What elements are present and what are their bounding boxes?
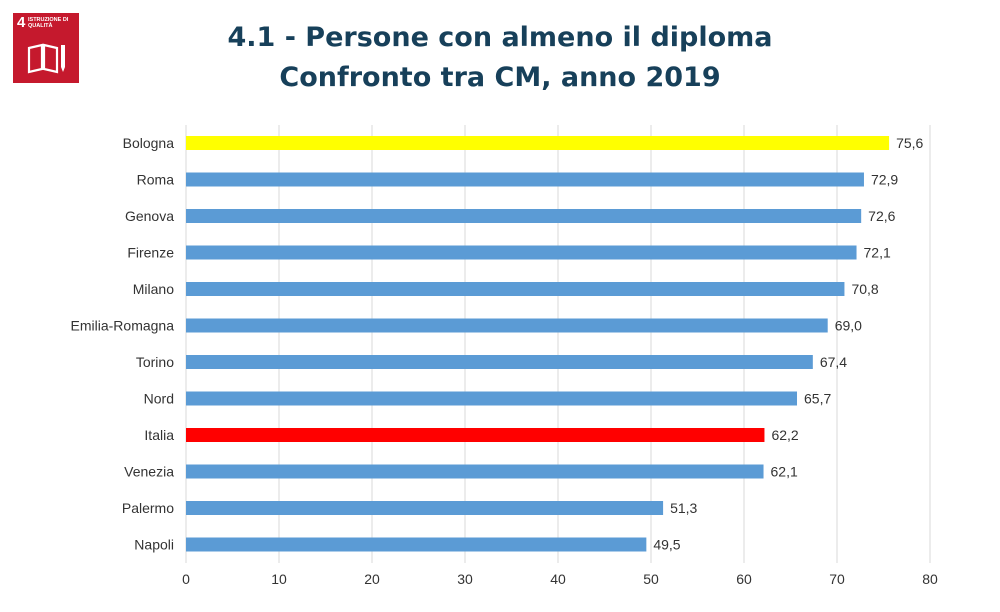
bar-emilia-romagna	[186, 318, 828, 333]
x-tick-label: 0	[182, 571, 190, 587]
value-label: 75,6	[896, 135, 923, 151]
chart-title-line-2: Confronto tra CM, anno 2019	[279, 62, 721, 93]
category-label: Palermo	[122, 500, 174, 516]
chart-title: 4.1 - Persone con almeno il diploma Conf…	[0, 18, 1000, 98]
category-label: Nord	[144, 391, 174, 407]
category-label: Venezia	[124, 464, 174, 480]
x-tick-label: 70	[829, 571, 845, 587]
category-label: Firenze	[127, 245, 174, 261]
value-label: 62,1	[771, 464, 798, 480]
gridlines	[185, 125, 931, 563]
bar-venezia	[186, 464, 764, 479]
value-label: 67,4	[820, 354, 847, 370]
value-label: 49,5	[653, 537, 680, 553]
value-label: 72,6	[868, 208, 895, 224]
category-label: Italia	[144, 427, 174, 443]
value-label: 72,1	[864, 245, 891, 261]
category-label: Emilia-Romagna	[71, 318, 175, 334]
x-tick-label: 20	[364, 571, 380, 587]
x-tick-label: 30	[457, 571, 473, 587]
category-label: Napoli	[134, 537, 174, 553]
x-tick-label: 40	[550, 571, 566, 587]
x-tick-label: 50	[643, 571, 659, 587]
bar-genova	[186, 209, 862, 223]
x-tick-label: 60	[736, 571, 752, 587]
bar-napoli	[186, 537, 647, 552]
x-tick-label: 80	[922, 571, 938, 587]
chart-title-line-1: 4.1 - Persone con almeno il diploma	[227, 22, 773, 53]
value-label: 62,2	[771, 427, 798, 443]
category-label: Roma	[137, 172, 175, 188]
category-label: Bologna	[123, 135, 175, 151]
bar-italia	[186, 428, 765, 442]
x-tick-label: 10	[271, 571, 287, 587]
bar-bologna	[186, 136, 890, 150]
bar-torino	[186, 355, 813, 369]
category-label: Torino	[136, 354, 174, 370]
value-label: 65,7	[804, 391, 831, 407]
value-label: 69,0	[835, 318, 862, 334]
value-labels: 75,6 72,9 72,6 72,1 70,8 69,0 67,4 65,7 62,2 62,1…	[653, 135, 923, 553]
category-labels: Bologna Roma Genova Firenze Milano Emilia-Rom…	[71, 135, 175, 553]
bar-milano	[186, 282, 845, 296]
sdg-goal-number: 4	[17, 14, 26, 31]
category-label: Genova	[125, 208, 174, 224]
bar-firenze	[186, 245, 857, 260]
sdg-goal-4-badge: 4 ISTRUZIONE DI QUALITÀ	[13, 13, 79, 83]
value-label: 70,8	[851, 281, 878, 297]
value-label: 51,3	[670, 500, 697, 516]
bar-nord	[186, 391, 798, 406]
x-axis-ticks: 0 10 20 30 40 50 60 70 80	[182, 571, 938, 587]
value-label: 72,9	[871, 172, 898, 188]
category-label: Milano	[133, 281, 174, 297]
bars	[186, 136, 890, 552]
bar-palermo	[186, 501, 664, 515]
bar-roma	[186, 172, 864, 187]
book-pencil-icon	[27, 43, 65, 74]
sdg-goal-text: ISTRUZIONE DI QUALITÀ	[28, 17, 69, 29]
